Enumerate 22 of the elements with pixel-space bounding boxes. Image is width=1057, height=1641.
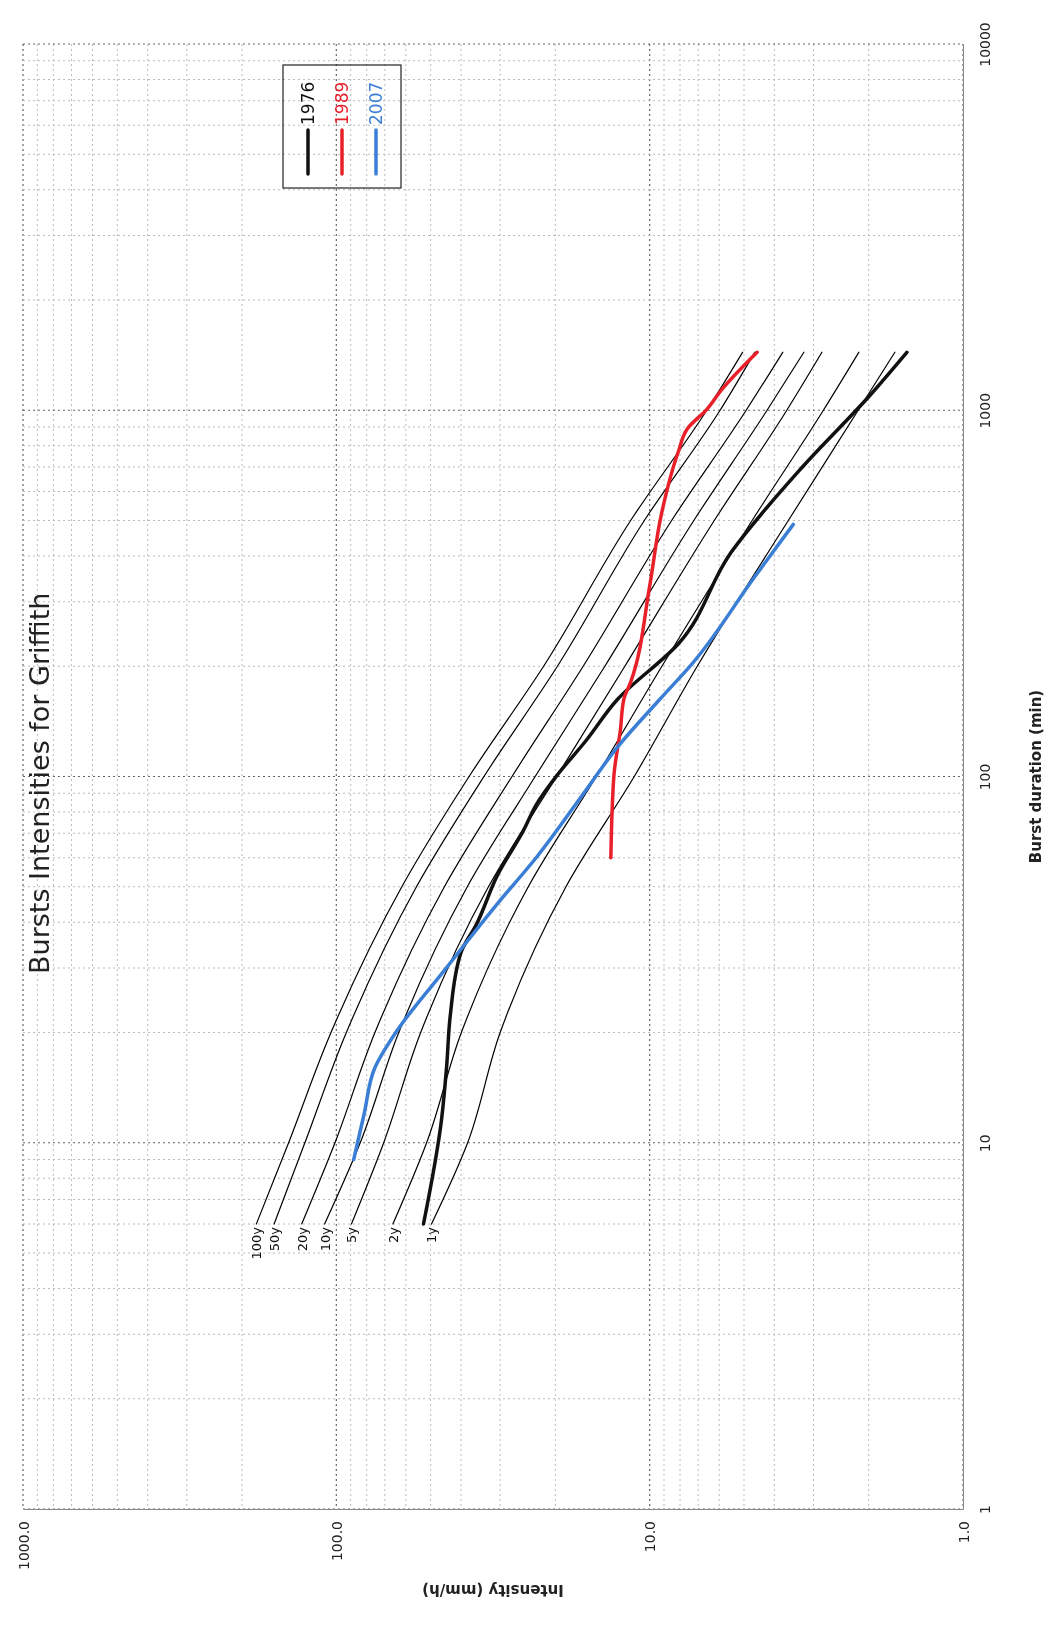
- text: 1989: [332, 81, 352, 125]
- x-axis-title: Intensity (mm/h): [422, 1581, 564, 1599]
- y-axis-title: Burst duration (min): [1027, 689, 1045, 864]
- annotation: 100y: [249, 1226, 265, 1260]
- annotation: 20y: [294, 1226, 310, 1252]
- text: Bursts Intensities for Griffith: [24, 592, 55, 974]
- x-tick-label: 10.0: [642, 1521, 659, 1553]
- y-tick-label: 1000: [977, 392, 993, 429]
- x-tick-label: 1000.0: [15, 1521, 32, 1570]
- annotation: 10y: [317, 1226, 333, 1252]
- annotation: 5y: [344, 1226, 360, 1243]
- x-tick-label: 1.0: [955, 1521, 972, 1544]
- text: 1976: [298, 81, 318, 125]
- x-tick-label: 100.0: [328, 1521, 345, 1562]
- annotation: 1y: [424, 1226, 440, 1243]
- annotation: 2y: [385, 1226, 401, 1243]
- y-tick-label: 1: [977, 1505, 993, 1514]
- text: 2007: [366, 81, 386, 125]
- y-tick-label: 10: [977, 1134, 993, 1153]
- y-tick-label: 100: [977, 763, 993, 791]
- y-tick-label: 10000: [977, 22, 993, 67]
- annotation: 50y: [267, 1226, 283, 1252]
